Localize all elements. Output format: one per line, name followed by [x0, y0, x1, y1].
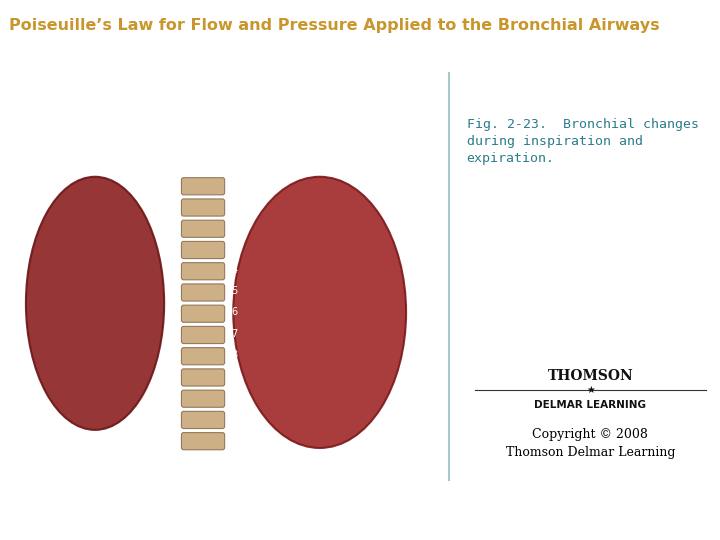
Text: Copyright © 2008
Thomson Delmar Learning: Copyright © 2008 Thomson Delmar Learning [505, 428, 675, 459]
Text: 6: 6 [231, 307, 238, 318]
Text: 2: 2 [231, 222, 238, 232]
Text: 11: 11 [231, 414, 243, 423]
Text: 7: 7 [231, 329, 238, 339]
Text: 10: 10 [231, 393, 243, 402]
Text: 1: 1 [231, 201, 238, 211]
Text: DELMAR LEARNING: DELMAR LEARNING [534, 400, 647, 410]
Text: Expiration: Expiration [20, 166, 84, 179]
Text: Fig. 2-23.  Bronchial changes
during inspiration and
expiration.: Fig. 2-23. Bronchial changes during insp… [467, 118, 698, 165]
Ellipse shape [233, 177, 406, 448]
Text: Inspiration: Inspiration [235, 166, 301, 179]
Text: Poiseuille’s Law for Flow and Pressure Applied to the Bronchial Airways: Poiseuille’s Law for Flow and Pressure A… [9, 18, 660, 32]
Text: THOMSON: THOMSON [547, 369, 634, 383]
FancyBboxPatch shape [181, 178, 225, 195]
FancyBboxPatch shape [181, 199, 225, 216]
FancyBboxPatch shape [181, 411, 225, 429]
FancyBboxPatch shape [181, 262, 225, 280]
Text: 12: 12 [231, 435, 243, 445]
FancyBboxPatch shape [181, 390, 225, 407]
Ellipse shape [26, 177, 164, 430]
Text: 5: 5 [231, 286, 238, 296]
FancyBboxPatch shape [181, 326, 225, 343]
Text: 9: 9 [231, 371, 238, 381]
FancyBboxPatch shape [181, 241, 225, 259]
FancyBboxPatch shape [181, 348, 225, 365]
FancyBboxPatch shape [181, 305, 225, 322]
Text: 4: 4 [231, 265, 238, 275]
FancyBboxPatch shape [181, 369, 225, 386]
Text: 3: 3 [231, 244, 238, 254]
FancyBboxPatch shape [181, 433, 225, 450]
Text: 8: 8 [231, 350, 238, 360]
FancyBboxPatch shape [181, 284, 225, 301]
FancyBboxPatch shape [181, 220, 225, 238]
Text: ★: ★ [586, 385, 595, 395]
